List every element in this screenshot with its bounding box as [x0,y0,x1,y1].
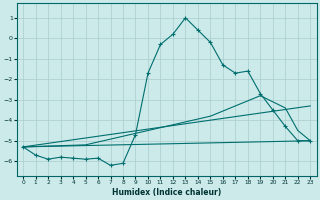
X-axis label: Humidex (Indice chaleur): Humidex (Indice chaleur) [112,188,221,197]
